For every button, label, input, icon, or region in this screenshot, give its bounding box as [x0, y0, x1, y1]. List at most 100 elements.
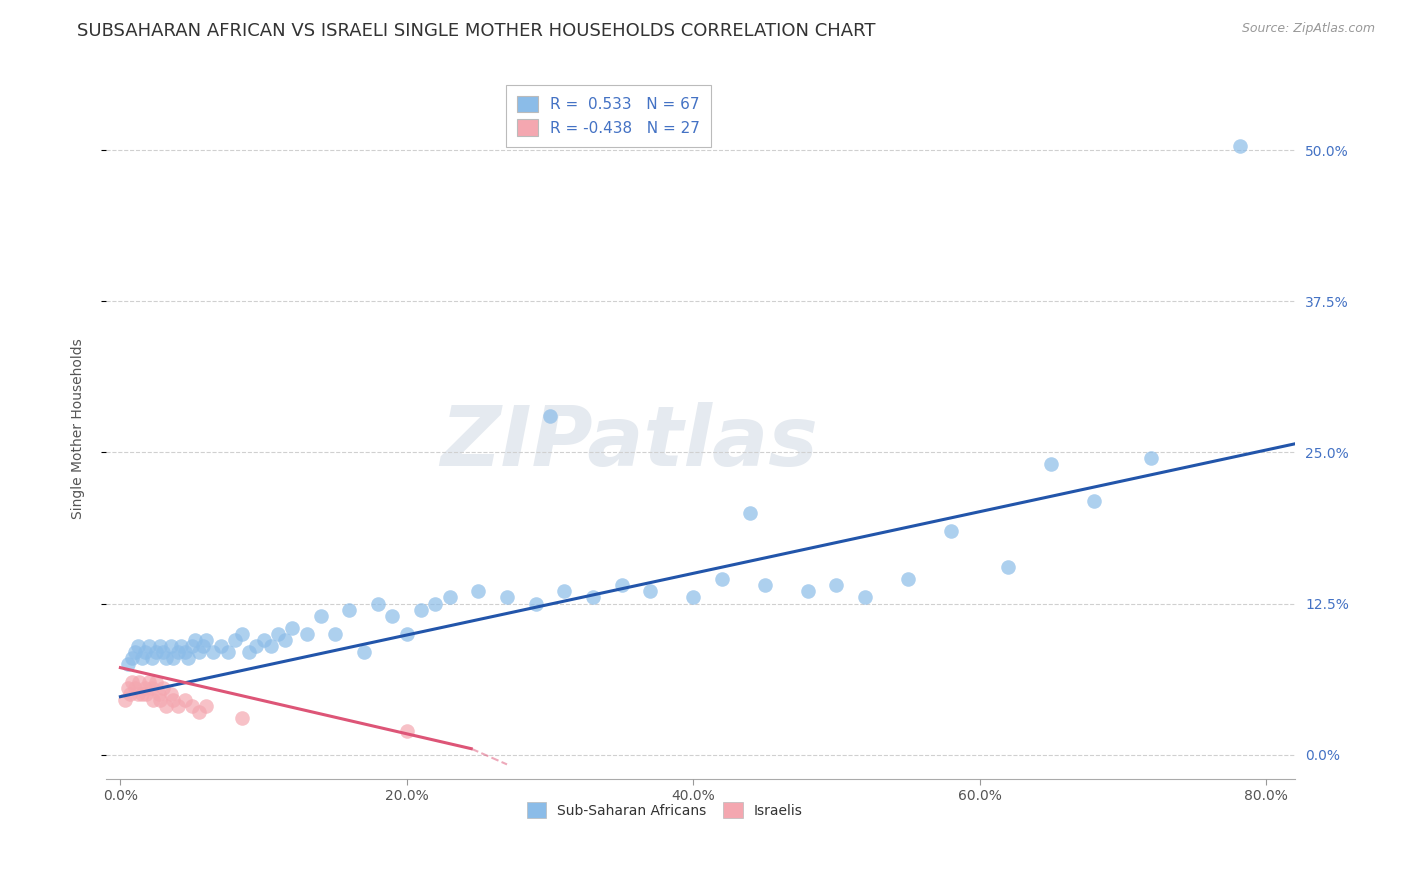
Point	[395, 627, 418, 641]
Point	[148, 687, 170, 701]
Y-axis label: Single Mother Households: Single Mother Households	[72, 338, 86, 518]
Point	[121, 675, 143, 690]
Point	[124, 681, 146, 696]
Point	[114, 693, 136, 707]
Point	[1229, 139, 1251, 153]
Point	[134, 645, 156, 659]
Point	[367, 597, 389, 611]
Point	[682, 591, 704, 605]
Point	[638, 584, 661, 599]
Point	[467, 584, 489, 599]
Point	[195, 632, 218, 647]
Point	[188, 645, 211, 659]
Point	[152, 681, 174, 696]
Point	[260, 639, 283, 653]
Point	[267, 627, 290, 641]
Point	[162, 651, 184, 665]
Point	[610, 578, 633, 592]
Point	[245, 639, 267, 653]
Point	[202, 645, 225, 659]
Point	[159, 639, 181, 653]
Point	[1140, 451, 1163, 466]
Point	[131, 687, 153, 701]
Point	[166, 699, 188, 714]
Point	[381, 608, 404, 623]
Point	[117, 657, 139, 671]
Point	[169, 639, 191, 653]
Point	[425, 597, 447, 611]
Point	[1040, 458, 1063, 472]
Point	[141, 681, 163, 696]
Point	[121, 651, 143, 665]
Point	[131, 651, 153, 665]
Point	[538, 409, 561, 423]
Point	[181, 639, 204, 653]
Point	[117, 681, 139, 696]
Point	[796, 584, 818, 599]
Point	[524, 597, 547, 611]
Point	[124, 645, 146, 659]
Point	[188, 706, 211, 720]
Legend: Sub-Saharan Africans, Israelis: Sub-Saharan Africans, Israelis	[520, 796, 810, 824]
Point	[159, 687, 181, 701]
Point	[193, 639, 215, 653]
Point	[142, 693, 165, 707]
Point	[252, 632, 274, 647]
Point	[173, 645, 195, 659]
Text: Source: ZipAtlas.com: Source: ZipAtlas.com	[1241, 22, 1375, 36]
Point	[173, 693, 195, 707]
Point	[740, 506, 762, 520]
Point	[295, 627, 318, 641]
Point	[224, 632, 246, 647]
Point	[281, 621, 304, 635]
Point	[134, 681, 156, 696]
Point	[149, 639, 172, 653]
Point	[353, 645, 375, 659]
Text: SUBSAHARAN AFRICAN VS ISRAELI SINGLE MOTHER HOUSEHOLDS CORRELATION CHART: SUBSAHARAN AFRICAN VS ISRAELI SINGLE MOT…	[77, 22, 876, 40]
Point	[155, 699, 177, 714]
Point	[339, 602, 361, 616]
Point	[141, 651, 163, 665]
Point	[323, 627, 346, 641]
Point	[553, 584, 575, 599]
Point	[231, 711, 253, 725]
Point	[395, 723, 418, 738]
Point	[238, 645, 260, 659]
Point	[209, 639, 232, 653]
Point	[309, 608, 332, 623]
Point	[149, 693, 172, 707]
Point	[582, 591, 605, 605]
Point	[128, 675, 150, 690]
Point	[231, 627, 253, 641]
Point	[152, 645, 174, 659]
Point	[195, 699, 218, 714]
Point	[897, 573, 920, 587]
Point	[274, 632, 297, 647]
Point	[939, 524, 962, 538]
Point	[176, 651, 198, 665]
Point	[409, 602, 432, 616]
Point	[997, 560, 1019, 574]
Point	[181, 699, 204, 714]
Point	[1083, 493, 1105, 508]
Point	[135, 687, 157, 701]
Point	[120, 687, 142, 701]
Point	[138, 639, 160, 653]
Point	[127, 639, 149, 653]
Text: ZIPatlas: ZIPatlas	[440, 401, 818, 483]
Point	[496, 591, 519, 605]
Point	[853, 591, 876, 605]
Point	[145, 645, 167, 659]
Point	[754, 578, 776, 592]
Point	[155, 651, 177, 665]
Point	[184, 632, 207, 647]
Point	[127, 687, 149, 701]
Point	[710, 573, 733, 587]
Point	[162, 693, 184, 707]
Point	[825, 578, 848, 592]
Point	[145, 675, 167, 690]
Point	[138, 675, 160, 690]
Point	[217, 645, 239, 659]
Point	[166, 645, 188, 659]
Point	[439, 591, 461, 605]
